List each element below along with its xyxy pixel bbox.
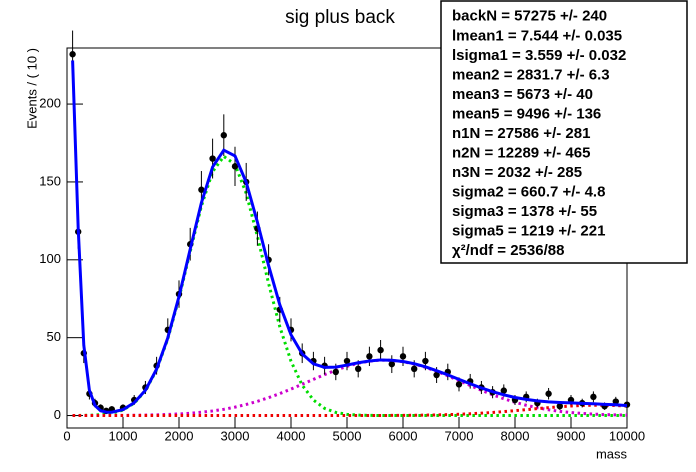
x-tick-label: 1000	[109, 428, 138, 443]
data-point	[366, 353, 373, 360]
stats-row: mean2 = 2831.7 +/- 6.3	[452, 66, 610, 83]
x-tick-label: 2000	[165, 428, 194, 443]
stats-row: mean5 = 9496 +/- 136	[452, 105, 601, 122]
stats-row: lsigma1 = 3.559 +/- 0.032	[452, 47, 626, 64]
data-point	[612, 398, 619, 405]
y-tick-label: 200	[39, 96, 61, 111]
data-point	[388, 360, 395, 368]
stats-row: sigma5 = 1219 +/- 221	[452, 223, 605, 240]
x-axis-label: mass	[596, 446, 628, 461]
stats-row: χ²/ndf = 2536/88	[452, 242, 564, 259]
data-point	[355, 365, 362, 373]
y-tick-label: 50	[47, 329, 61, 344]
x-tick-label: 9000	[557, 428, 586, 443]
data-point	[343, 357, 351, 365]
stats-row: n1N = 27586 +/- 281	[452, 125, 590, 142]
y-axis-label: Events / ( 10 )	[24, 48, 39, 129]
stats-row: sigma2 = 660.7 +/- 4.8	[452, 184, 605, 201]
data-point	[455, 381, 463, 388]
x-tick-label: 7000	[445, 428, 474, 443]
data-point	[556, 402, 563, 410]
data-point	[231, 163, 239, 170]
data-point	[332, 368, 339, 376]
data-point	[399, 353, 407, 360]
stats-row: lmean1 = 7.544 +/- 0.035	[452, 27, 622, 44]
data-point	[220, 132, 227, 139]
x-tick-label: 8000	[501, 428, 530, 443]
x-tick-label: 10000	[609, 428, 645, 443]
data-point	[198, 186, 205, 193]
y-tick-label: 0	[54, 407, 61, 422]
data-point	[545, 390, 552, 397]
data-point	[433, 371, 440, 379]
data-point	[377, 346, 384, 354]
stats-row: n3N = 2032 +/- 285	[452, 164, 582, 181]
x-tick-label: 6000	[389, 428, 418, 443]
x-tick-label: 3000	[221, 428, 250, 443]
data-point	[411, 365, 418, 373]
x-tick-label: 5000	[333, 428, 362, 443]
component-curve	[72, 358, 627, 418]
stats-box	[440, 0, 688, 264]
data-point	[69, 51, 76, 58]
x-tick-label: 4000	[277, 428, 306, 443]
stats-row: mean3 = 5673 +/- 40	[452, 86, 593, 103]
stats-row: backN = 57275 +/- 240	[452, 8, 607, 25]
stats-row: n2N = 12289 +/- 465	[452, 145, 590, 162]
data-point	[422, 357, 429, 365]
data-point	[590, 393, 597, 401]
y-tick-label: 100	[39, 251, 61, 266]
data-point	[209, 155, 216, 162]
stats-row: sigma3 = 1378 +/- 55	[452, 203, 597, 220]
fit-curve	[71, 60, 627, 414]
x-tick-label: 0	[63, 428, 70, 443]
y-tick-label: 150	[39, 173, 61, 188]
data-point	[500, 387, 507, 394]
chart-title: sig plus back	[285, 7, 395, 28]
